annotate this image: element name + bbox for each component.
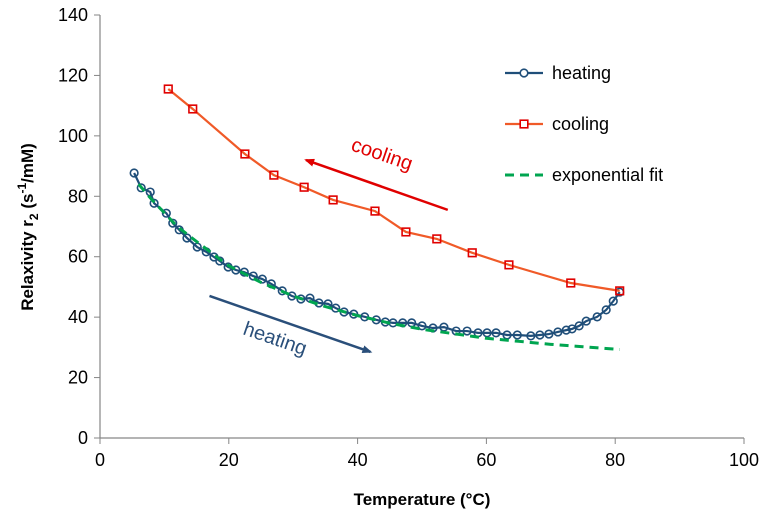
heating-point (581, 316, 591, 326)
cooling-point (370, 206, 380, 216)
cooling-point (269, 170, 279, 180)
heating-point (608, 296, 618, 306)
x-tick-label: 80 (605, 450, 625, 470)
x-tick-label: 60 (476, 450, 496, 470)
heating-arrow (209, 294, 373, 354)
y-tick-label: 140 (58, 5, 88, 25)
cooling-point (328, 195, 338, 205)
cooling-point (432, 234, 442, 244)
x-tick-label: 100 (729, 450, 759, 470)
y-tick-label: 20 (68, 368, 88, 388)
heating-point (544, 329, 554, 339)
heating-point (561, 325, 571, 335)
x-axis-label: Temperature (°C) (354, 490, 491, 509)
cooling-point (401, 227, 411, 237)
heating-point (482, 328, 492, 338)
heating-point (417, 321, 427, 331)
heating-point (296, 294, 306, 304)
y-tick-label: 120 (58, 65, 88, 85)
heating-point (491, 328, 501, 338)
legend-exponential-fit-label: exponential fit (552, 165, 663, 185)
y-tick-label: 60 (68, 247, 88, 267)
x-tick-label: 40 (348, 450, 368, 470)
heating-point (277, 286, 287, 296)
cooling-point (299, 182, 309, 192)
cooling-point (615, 286, 625, 296)
heating-point (231, 265, 241, 275)
legend-cooling-marker (519, 119, 529, 129)
heating-point (462, 326, 472, 336)
heating-point (136, 183, 146, 193)
heating-point (526, 331, 536, 341)
heating-line (133, 172, 621, 337)
exponential-fit-line (137, 183, 620, 351)
heating-point (257, 274, 267, 284)
heating-annotation: heating (240, 318, 309, 360)
heating-point (161, 208, 171, 218)
heating-point (512, 330, 522, 340)
legend-heating-label: heating (552, 63, 611, 83)
heating-point (149, 198, 159, 208)
heating-point (535, 330, 545, 340)
x-tick-label: 0 (95, 450, 105, 470)
cooling-arrow (304, 158, 449, 212)
cooling-annotation: cooling (348, 134, 415, 175)
cooling-point (504, 260, 514, 270)
cooling-point (240, 149, 250, 159)
y-tick-label: 80 (68, 186, 88, 206)
heating-point (182, 233, 192, 243)
y-axis-label: Relaxivity r2 (s-1/mM) (15, 143, 41, 311)
y-tick-label: 40 (68, 307, 88, 327)
cooling-point (566, 278, 576, 288)
cooling-line (167, 88, 620, 292)
plot-area (129, 84, 625, 351)
y-tick-label: 100 (58, 126, 88, 146)
cooling-point (163, 84, 173, 94)
heating-point (129, 168, 139, 178)
heating-point (574, 321, 584, 331)
legend: heating cooling exponential fit (505, 63, 663, 185)
heating-point (601, 305, 611, 315)
x-tick-label: 20 (219, 450, 239, 470)
heating-point (168, 218, 178, 228)
legend-cooling-label: cooling (552, 114, 609, 134)
cooling-point (188, 104, 198, 114)
heating-point (553, 327, 563, 337)
heating-point (592, 312, 602, 322)
legend-heating-marker (519, 68, 529, 78)
y-tick-label: 0 (78, 428, 88, 448)
cooling-point (467, 248, 477, 258)
axes: 0 20 40 60 80 100 0 20 40 60 80 100 120 140 (58, 5, 759, 470)
